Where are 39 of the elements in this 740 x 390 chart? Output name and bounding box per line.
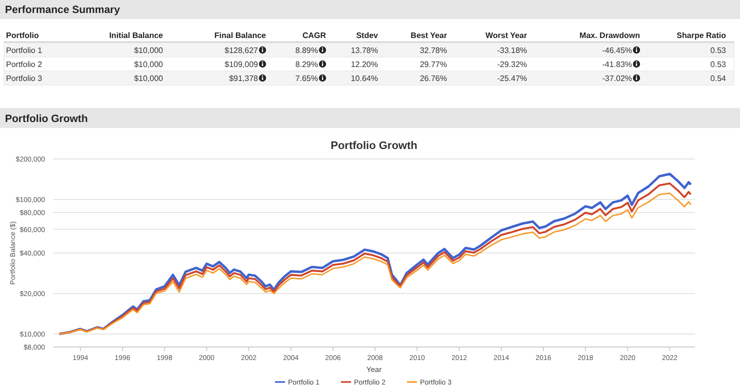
category-label: Max. Drawdown	[580, 31, 640, 40]
text: -33.18%	[497, 46, 527, 55]
text: Performance Summary	[5, 4, 120, 16]
category-label: Portfolio 3	[6, 74, 42, 83]
text: -25.47%	[497, 74, 527, 83]
text: 0.53	[710, 60, 726, 69]
text: $10,000	[134, 46, 163, 55]
chart-title: Portfolio Growth	[5, 113, 88, 125]
text: -37.02%	[602, 74, 632, 83]
text: -29.32%	[497, 60, 527, 69]
category-label: Stdev	[356, 31, 379, 40]
text: 7.65%	[295, 74, 318, 83]
text: 8.89%	[295, 46, 318, 55]
text: 0.54	[710, 74, 726, 83]
text: 0.53	[710, 46, 726, 55]
text: 10.64%	[350, 74, 378, 83]
category-label: Portfolio	[6, 31, 39, 40]
category-label: Portfolio 2	[6, 60, 42, 69]
chart-subtitle: Portfolio Growth	[330, 140, 418, 152]
text: $128,627	[224, 46, 258, 55]
category-label: Worst Year	[485, 31, 527, 40]
category-label: Sharpe Ratio	[676, 31, 726, 40]
text: $91,378	[229, 74, 258, 83]
text: $109,009	[224, 60, 258, 69]
text: $10,000	[134, 74, 163, 83]
category-label: Final Balance	[214, 31, 267, 40]
text: 8.29%	[295, 60, 318, 69]
text: -41.83%	[602, 60, 632, 69]
category-label: Portfolio 1	[6, 46, 42, 55]
category-label: Best Year	[410, 31, 447, 40]
text: 12.20%	[350, 60, 378, 69]
text: 26.76%	[420, 74, 447, 83]
text: 32.78%	[420, 46, 447, 55]
text: 29.77%	[420, 60, 447, 69]
text: 13.78%	[350, 46, 378, 55]
text: -46.45%	[602, 46, 632, 55]
category-label: CAGR	[302, 31, 326, 40]
text: $10,000	[134, 60, 163, 69]
category-label: Initial Balance	[109, 31, 164, 40]
